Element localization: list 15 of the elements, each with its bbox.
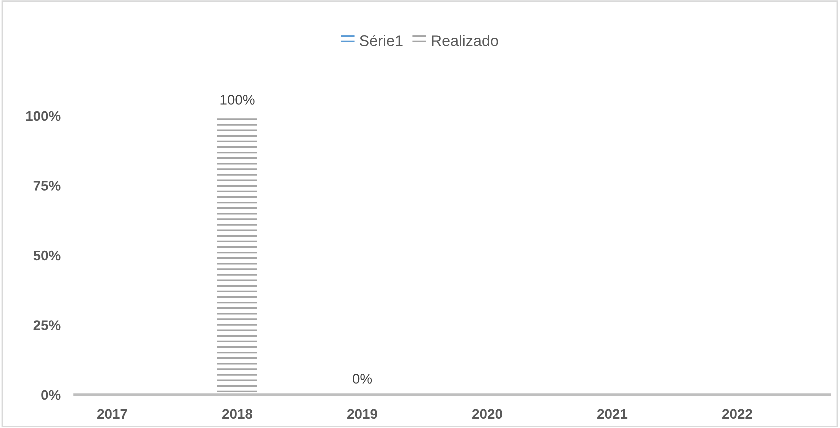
y-tick-label: 100% (26, 111, 61, 122)
x-tick-label: 2019 (348, 409, 378, 420)
x-tick-label: 2020 (472, 409, 502, 420)
y-tick-label: 25% (34, 320, 61, 330)
data-label: 100% (220, 95, 255, 105)
x-tick-label: 2022 (722, 409, 752, 420)
x-tick-label: 2017 (98, 409, 128, 420)
data-label: 0% (353, 374, 372, 384)
legend-label: Série1 (360, 34, 403, 46)
legend-label: Realizado (432, 35, 498, 46)
y-tick-label: 75% (34, 181, 61, 191)
x-tick-label: 2021 (598, 409, 628, 420)
y-tick-label: 50% (34, 250, 61, 261)
y-tick-label: 0% (42, 390, 61, 400)
x-tick-label: 2018 (222, 409, 253, 420)
